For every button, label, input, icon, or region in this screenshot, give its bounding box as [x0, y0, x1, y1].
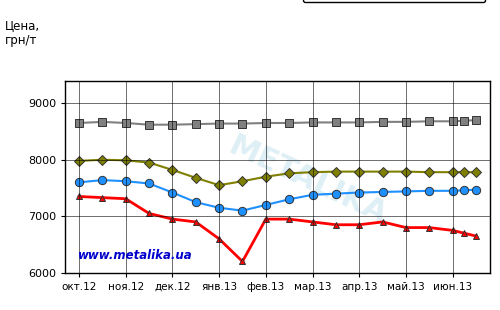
Text: METALIKA: METALIKA: [224, 131, 391, 230]
Text: www.metalika.ua: www.metalika.ua: [78, 249, 192, 262]
Text: Цена,
грн/т: Цена, грн/т: [5, 19, 40, 46]
Legend: Арматура, Балка, Уголок, Швеллер: Арматура, Балка, Уголок, Швеллер: [302, 0, 485, 2]
